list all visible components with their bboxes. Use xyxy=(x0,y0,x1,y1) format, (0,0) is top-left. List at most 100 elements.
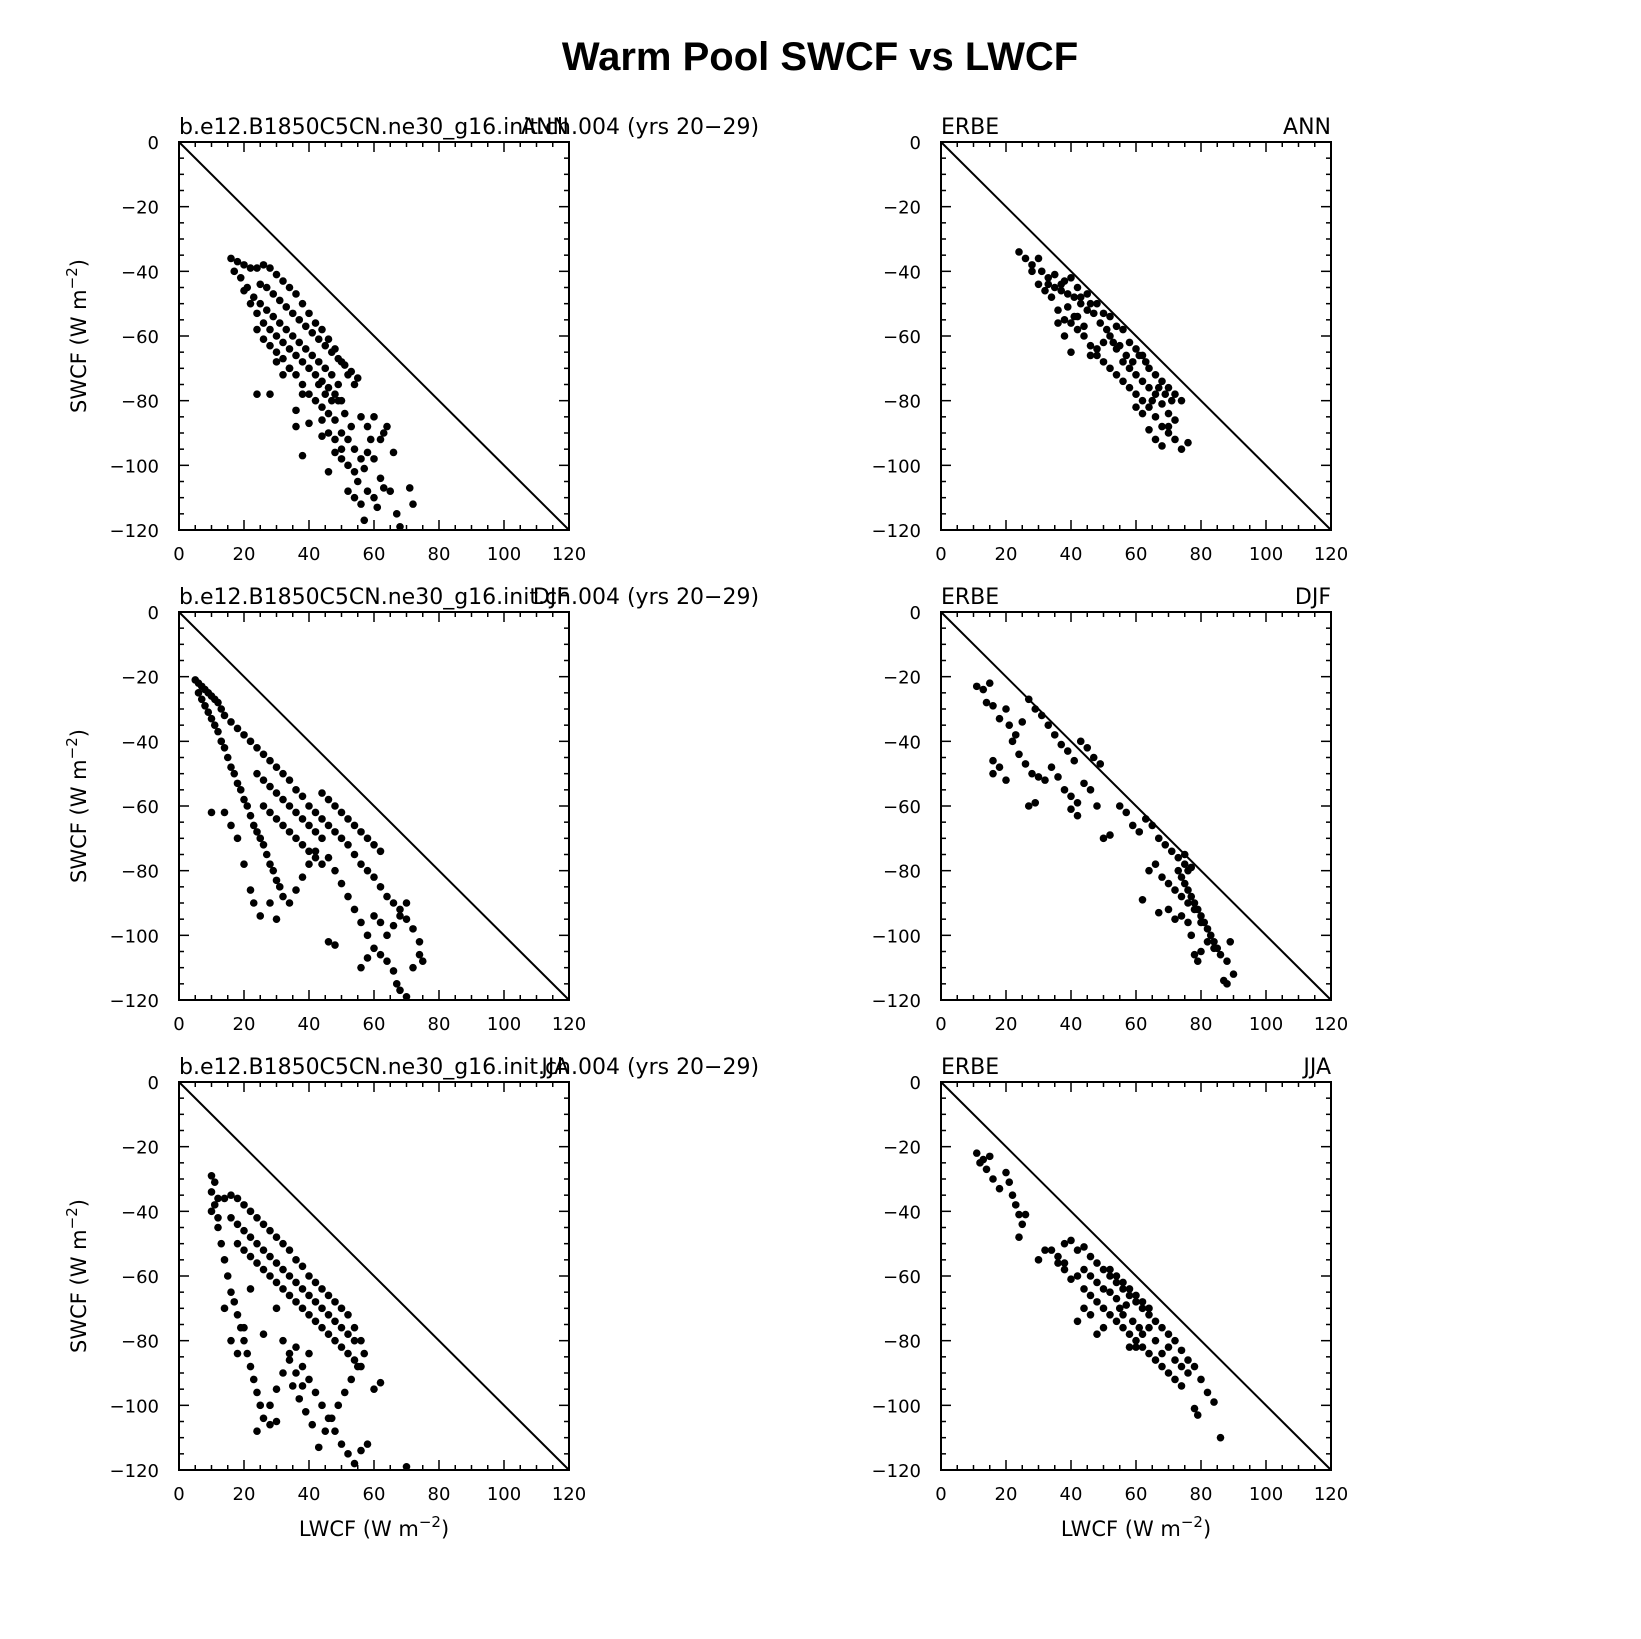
data-point xyxy=(396,522,404,531)
data-point xyxy=(233,834,242,843)
data-point xyxy=(1138,1330,1147,1338)
data-point xyxy=(1151,435,1160,444)
panel-left-label: b.e12.B1850C5CN.ne30_g16.init.ch.004 (yr… xyxy=(179,585,759,610)
x-axis-label-close: ) xyxy=(1203,1517,1211,1541)
data-point xyxy=(298,358,307,366)
data-point xyxy=(308,351,317,360)
data-point xyxy=(1164,1369,1173,1377)
data-point xyxy=(1177,1346,1186,1355)
data-point xyxy=(285,1349,294,1358)
data-point xyxy=(1197,1375,1205,1384)
data-point xyxy=(201,701,209,710)
data-point xyxy=(340,1388,349,1397)
data-point xyxy=(389,899,398,907)
data-point xyxy=(1060,1265,1069,1274)
y-axis-label: SWCF (W m−2) xyxy=(63,1199,91,1353)
data-point xyxy=(262,850,271,859)
data-point xyxy=(327,348,336,356)
data-point xyxy=(1086,351,1095,360)
data-point xyxy=(311,1298,320,1306)
data-point xyxy=(1158,377,1166,386)
data-point xyxy=(366,435,375,444)
panel-5: 0 20 40 60 80 100 120 0 −20 −40 −60 −80 −100 −120 b.e1… xyxy=(63,1055,759,1541)
data-point xyxy=(1050,731,1059,739)
data-point xyxy=(227,821,235,830)
data-point xyxy=(1161,841,1170,849)
y-axis-label-exponent: −2 xyxy=(63,1207,81,1229)
data-point xyxy=(1216,1433,1225,1442)
data-point xyxy=(1044,721,1053,729)
panel-left-label: ERBE xyxy=(941,1055,999,1080)
y-tick-label: 0 xyxy=(148,1073,159,1094)
data-point xyxy=(269,312,278,321)
data-point xyxy=(249,899,258,907)
data-point xyxy=(1047,1246,1056,1254)
data-point xyxy=(1154,383,1163,392)
data-point xyxy=(350,380,359,389)
data-point xyxy=(1158,873,1166,881)
data-point xyxy=(1099,1323,1108,1332)
data-point xyxy=(370,413,378,421)
data-point xyxy=(246,264,255,272)
data-point xyxy=(1138,1304,1147,1313)
data-point xyxy=(979,685,988,694)
data-point xyxy=(389,967,398,975)
y-tick-label: 0 xyxy=(910,1073,921,1094)
data-point xyxy=(1115,1304,1124,1313)
data-point xyxy=(1184,1356,1192,1364)
data-point xyxy=(370,841,378,849)
data-point xyxy=(1122,808,1131,817)
data-point xyxy=(298,841,307,849)
data-point xyxy=(1171,1375,1179,1384)
data-point xyxy=(1138,895,1147,904)
data-point xyxy=(1197,918,1205,927)
data-point xyxy=(230,1298,239,1306)
y-axis-label-exponent: −2 xyxy=(63,267,81,289)
data-point xyxy=(243,1349,252,1358)
data-point xyxy=(1015,1233,1023,1241)
data-point xyxy=(292,371,300,379)
data-point xyxy=(1067,805,1075,814)
data-point xyxy=(1229,970,1238,978)
data-point xyxy=(1005,1178,1014,1187)
panel-left-label: b.e12.B1850C5CN.ne30_g16.init.ch.004 (yr… xyxy=(179,115,759,140)
data-point xyxy=(1067,1275,1075,1284)
data-point xyxy=(324,938,333,946)
data-point xyxy=(1164,383,1173,392)
data-point xyxy=(1164,422,1173,431)
data-point xyxy=(285,1272,294,1280)
data-point xyxy=(301,1408,310,1416)
y-tick-label: −40 xyxy=(883,262,921,283)
data-point xyxy=(279,1265,287,1274)
data-point xyxy=(1141,815,1150,823)
data-point xyxy=(324,468,333,476)
data-point xyxy=(1112,1317,1121,1326)
data-point xyxy=(1171,416,1179,424)
data-point xyxy=(1119,1285,1127,1293)
data-point xyxy=(240,1323,248,1332)
data-point xyxy=(1210,944,1218,953)
data-point xyxy=(266,264,274,272)
data-point xyxy=(1073,1272,1082,1280)
data-point xyxy=(1086,1252,1095,1261)
x-tick-label: 60 xyxy=(1125,1014,1148,1035)
one-to-one-line xyxy=(940,1081,1332,1471)
x-tick-label: 80 xyxy=(1190,544,1213,565)
data-point xyxy=(376,474,385,483)
data-point xyxy=(350,468,359,476)
data-point xyxy=(1041,1246,1049,1254)
data-point xyxy=(1180,850,1189,859)
data-point xyxy=(324,409,333,418)
data-point xyxy=(1073,1246,1082,1254)
data-point xyxy=(1125,1291,1134,1300)
data-point xyxy=(1018,718,1027,726)
data-point xyxy=(389,921,398,930)
data-point xyxy=(285,1356,294,1364)
x-tick-label: 40 xyxy=(298,1484,321,1505)
data-point xyxy=(253,309,261,318)
data-point xyxy=(1164,1343,1173,1351)
data-point xyxy=(236,274,245,282)
data-point xyxy=(1177,892,1186,901)
data-point xyxy=(321,364,330,373)
data-point xyxy=(337,1343,346,1351)
